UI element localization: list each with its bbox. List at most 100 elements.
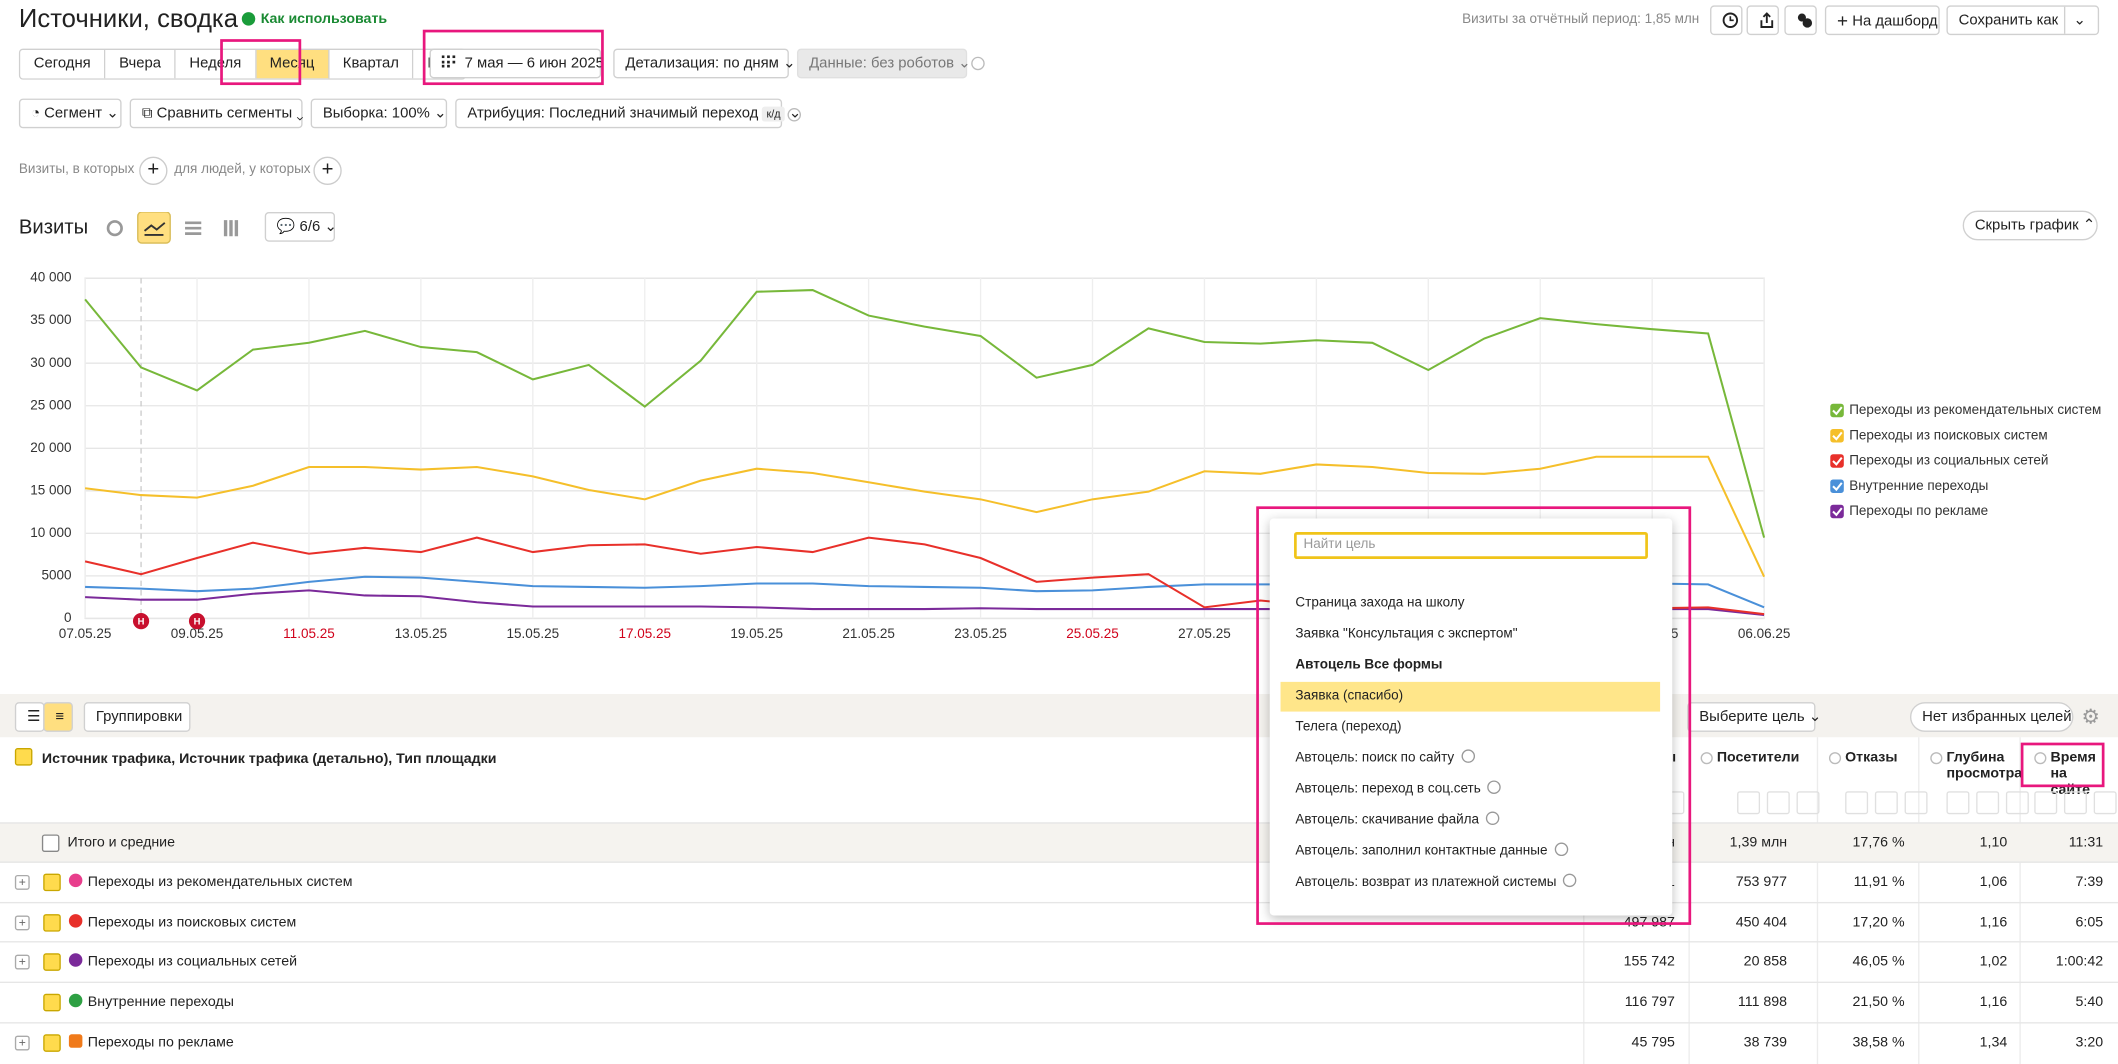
chart-type-switch bbox=[106, 211, 239, 244]
goal-item[interactable]: Заявка "Консультация с экспертом" bbox=[1295, 626, 1518, 642]
table-cell: 155 742 bbox=[1623, 953, 1675, 971]
column-help-icon bbox=[2034, 752, 2047, 765]
column-help-icon bbox=[1700, 752, 1713, 765]
table-cell: 3:20 bbox=[2075, 1034, 2104, 1051]
chart: 0 5000 10 000 15 000 20 000 25 000 30 000 35 00… bbox=[30, 270, 2101, 641]
info-icon bbox=[1554, 842, 1568, 857]
source-icon bbox=[68, 953, 83, 968]
dashboard-button[interactable]: + На дашборд bbox=[1824, 5, 1940, 36]
compare-button[interactable]: ⧉ Сравнить сегменты ⌄ bbox=[129, 98, 303, 129]
table-cell: 17,20 % bbox=[1852, 913, 1905, 930]
column-header: Посетители bbox=[1716, 749, 1800, 766]
clock-icon bbox=[1722, 12, 1739, 28]
goal-item[interactable]: Автоцель Все формы bbox=[1295, 657, 1443, 673]
table-cell: 38 739 bbox=[1743, 1034, 1788, 1051]
series-dropdown[interactable]: 💬 6/6 ⌄ bbox=[264, 211, 337, 242]
period-button[interactable]: Квартал bbox=[329, 49, 414, 79]
goal-item[interactable]: Автоцель: заполнил контактные данные bbox=[1281, 837, 1661, 867]
history-button[interactable] bbox=[1710, 5, 1743, 36]
goal-popup: Найти цель Страница захода на школу Заявк… bbox=[1269, 518, 1673, 916]
segment-button[interactable]: ◔ Сегмент ⌄ bbox=[18, 98, 122, 129]
source-icon bbox=[68, 873, 83, 888]
goal-dropdown[interactable]: Выберите цель ⌄ bbox=[1687, 702, 1821, 732]
period-button[interactable]: Сегодня bbox=[20, 49, 106, 79]
robots-dropdown[interactable]: Данные: без роботов ⌄ bbox=[796, 48, 971, 79]
goal-item[interactable]: Автоцель: возврат из платежной системы bbox=[1281, 868, 1661, 898]
info-icon bbox=[1563, 873, 1577, 888]
table-cell: 450 404 bbox=[1735, 913, 1788, 930]
legend-check bbox=[1832, 456, 1843, 466]
checkbox[interactable] bbox=[41, 834, 60, 853]
date-range-button[interactable]: 7 мая — 6 июн 2025 bbox=[429, 48, 604, 79]
column-help-icon bbox=[1828, 752, 1842, 765]
y-tick-label: 25 000 bbox=[30, 397, 71, 412]
robots-label: Данные: без роботов bbox=[809, 55, 955, 72]
row-label: Переходы по рекламе bbox=[87, 1034, 234, 1051]
share-button[interactable] bbox=[1746, 5, 1779, 36]
legend-check bbox=[1832, 431, 1843, 441]
goal-item[interactable]: Автоцель: поиск по сайту bbox=[1281, 744, 1661, 774]
groupings-button[interactable]: Группировки bbox=[83, 702, 191, 732]
info-icon bbox=[1485, 811, 1500, 826]
checkbox[interactable] bbox=[43, 913, 61, 932]
checkbox[interactable] bbox=[43, 993, 61, 1012]
column-separator bbox=[1816, 737, 1819, 1064]
period-button[interactable]: Неделя bbox=[175, 49, 257, 79]
goal-item[interactable]: Автоцель: переход в соц.сеть bbox=[1281, 775, 1661, 805]
favorites-button[interactable]: Нет избранных целей bbox=[1909, 702, 2074, 732]
goal-item[interactable]: Автоцель: скачивание файла bbox=[1281, 806, 1661, 836]
table-cell: 497 987 bbox=[1623, 913, 1675, 930]
expand-button[interactable]: + bbox=[14, 1035, 30, 1051]
visits-summary: Визиты за отчётный период: 1,85 млн bbox=[1462, 12, 1700, 28]
y-tick-label: 20 000 bbox=[30, 440, 71, 455]
column-view-icon bbox=[2005, 791, 2029, 815]
legend-label: Переходы по рекламе bbox=[1849, 503, 1988, 518]
sample-button[interactable]: Выборка: 100% ⌄ bbox=[310, 98, 448, 129]
hide-chart-button[interactable]: Скрыть график ⌃ bbox=[1962, 210, 2098, 241]
settings-icon[interactable]: ⚙ bbox=[2081, 706, 2100, 730]
legend-swatch bbox=[1830, 428, 1844, 443]
favorites-label: Нет избранных целей bbox=[1922, 708, 2072, 726]
table-cell: 11,91 % bbox=[1853, 873, 1905, 890]
checkbox[interactable] bbox=[43, 953, 61, 972]
highlight-box bbox=[422, 29, 604, 86]
list-view-button[interactable]: ☰ bbox=[14, 702, 45, 732]
tree-view-button[interactable]: ≡ bbox=[43, 702, 73, 732]
info-icon bbox=[1487, 780, 1502, 794]
table-cell: 1,10 bbox=[1979, 834, 2008, 851]
compare-label: Сравнить сегменты bbox=[156, 105, 293, 122]
column-separator bbox=[2019, 737, 2021, 1064]
add-condition[interactable]: + bbox=[139, 156, 168, 185]
checkbox[interactable] bbox=[43, 1034, 61, 1052]
goal-item[interactable]: Заявка (спасибо) bbox=[1280, 681, 1661, 712]
ai-button[interactable] bbox=[1784, 5, 1817, 36]
add-condition[interactable]: + bbox=[313, 156, 342, 185]
holiday-marker bbox=[188, 613, 206, 630]
table-cell: 46,05 % bbox=[1852, 953, 1905, 971]
expand-button[interactable]: + bbox=[14, 915, 30, 930]
goal-search[interactable]: Найти цель bbox=[1294, 531, 1648, 560]
checkbox[interactable] bbox=[43, 873, 61, 892]
table-cell: 1,16 bbox=[1979, 913, 2008, 930]
goal-item[interactable]: Страница захода на школу bbox=[1295, 595, 1465, 611]
expand-button[interactable]: + bbox=[14, 874, 30, 890]
period-button[interactable]: Месяц bbox=[256, 49, 330, 79]
source-icon bbox=[68, 1034, 83, 1048]
table-cell: 1,34 bbox=[1979, 1034, 2008, 1051]
expand-button[interactable]: + bbox=[14, 955, 30, 971]
checkbox[interactable] bbox=[14, 748, 33, 766]
help-link[interactable]: Как использовать bbox=[260, 10, 388, 28]
table-cell: 11:31 bbox=[2068, 834, 2104, 851]
goal-item[interactable]: Телега (переход) bbox=[1295, 719, 1402, 735]
y-tick-label: 35 000 bbox=[30, 312, 71, 327]
row-label: Переходы из рекомендательных систем bbox=[87, 873, 353, 890]
attribution-badge: к/д bbox=[762, 106, 785, 122]
detail-dropdown[interactable]: Детализация: по дням ⌄ bbox=[613, 48, 795, 79]
attribution-button[interactable]: Атрибуция: Последний значимый переход к/… bbox=[455, 98, 801, 129]
legend-label: Переходы из социальных сетей bbox=[1849, 453, 2048, 468]
save-button[interactable]: Сохранить как ⌄ bbox=[1946, 5, 2100, 36]
period-button[interactable]: Вчера bbox=[105, 49, 176, 79]
table-cell: 20 858 bbox=[1743, 953, 1788, 971]
holiday-marker-label: Н bbox=[194, 616, 201, 627]
